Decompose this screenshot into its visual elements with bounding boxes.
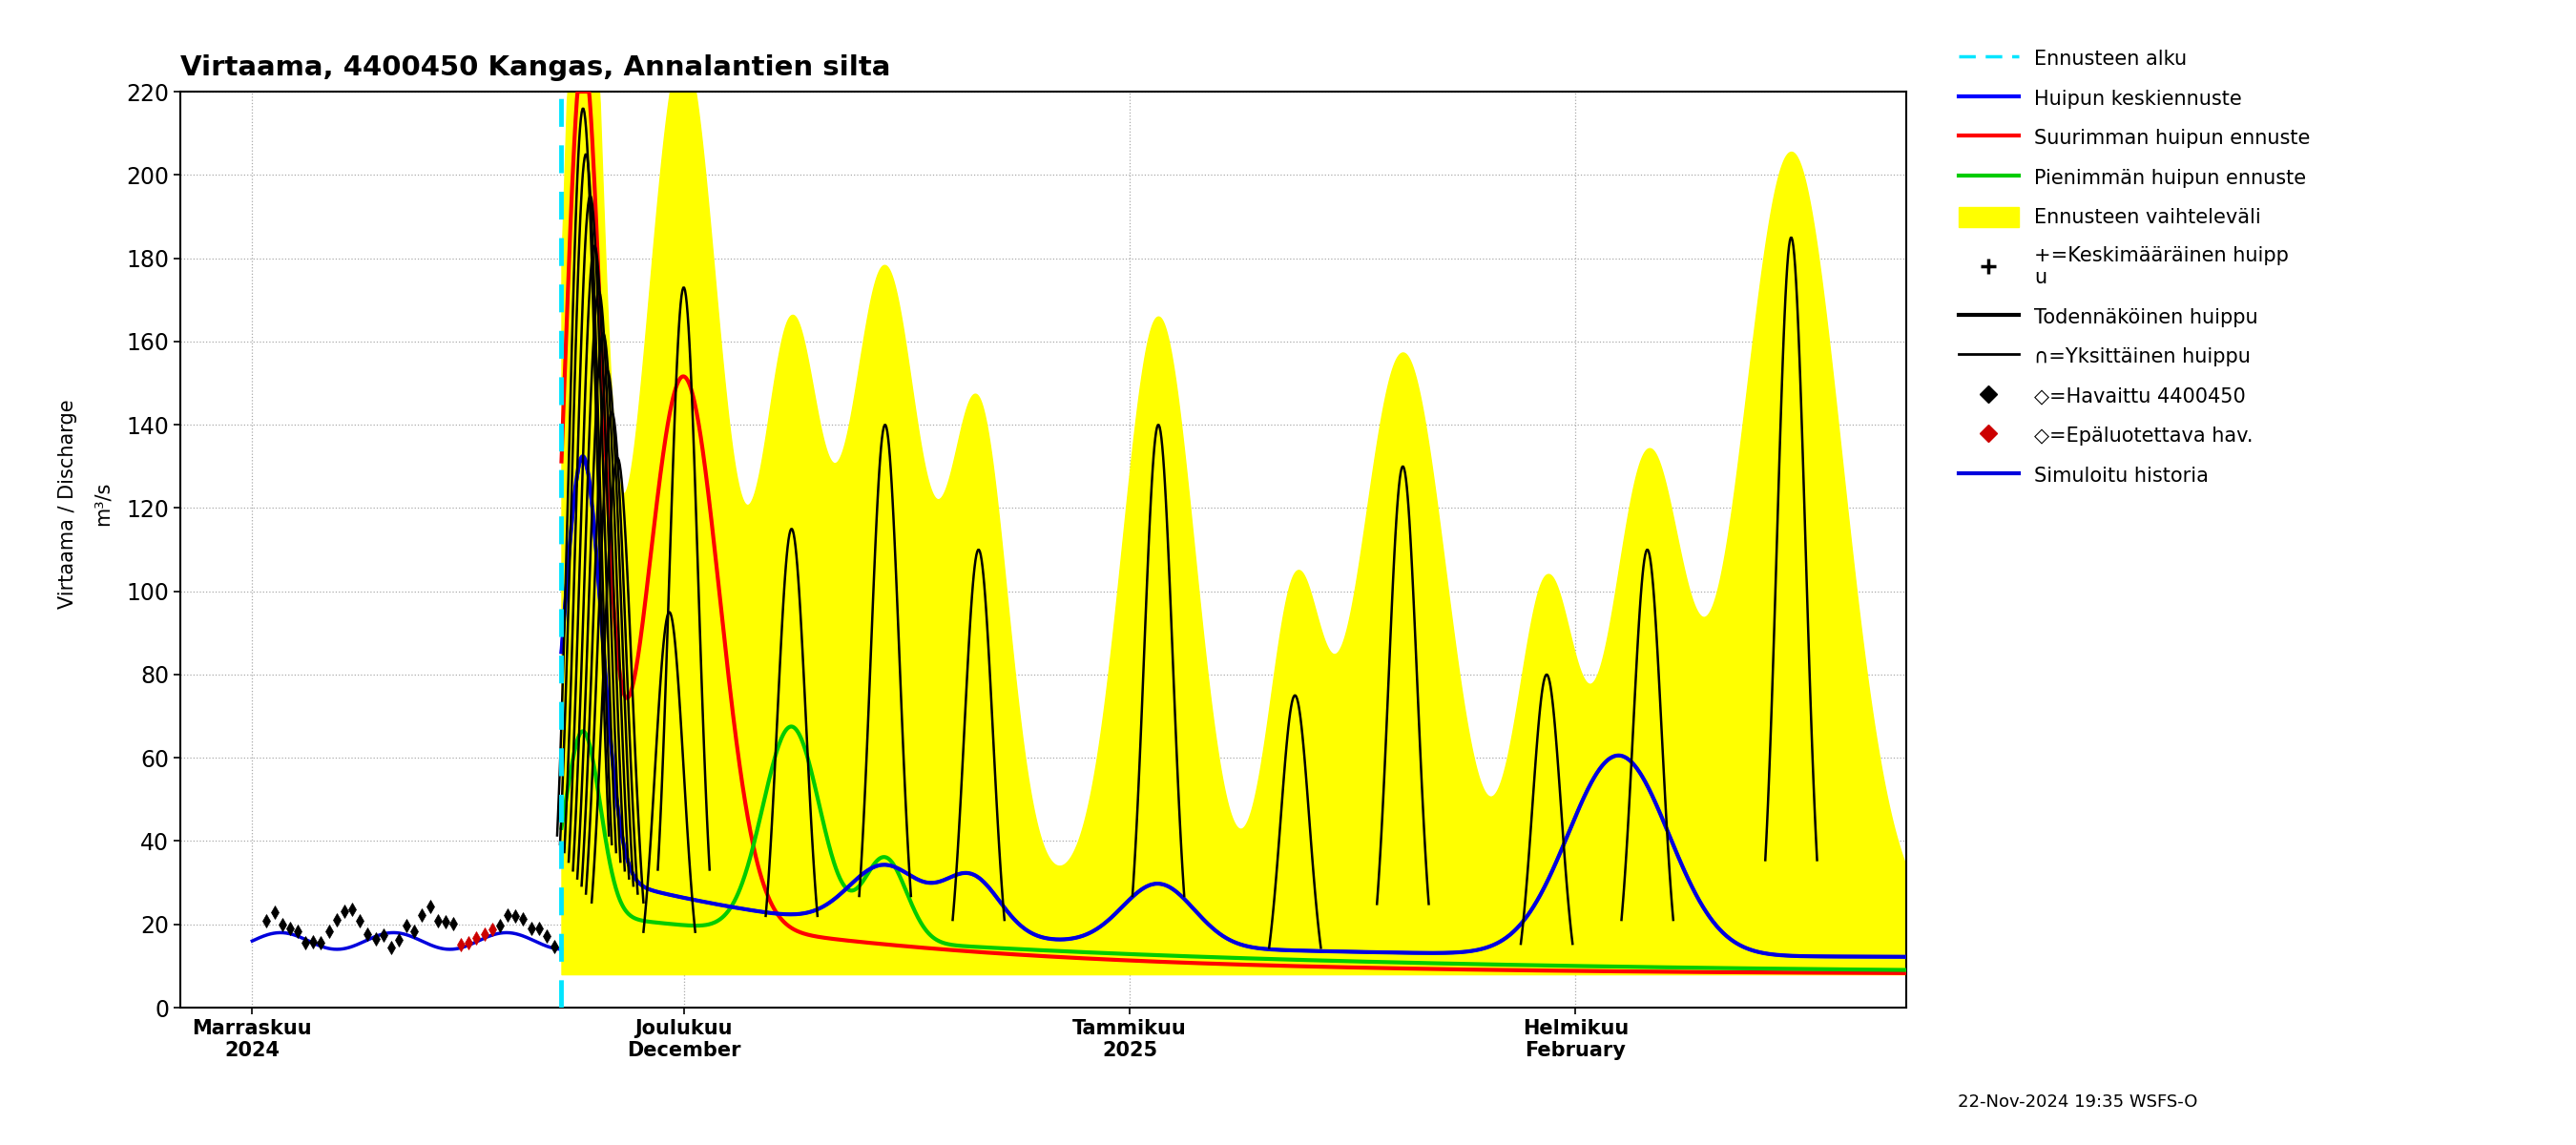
Text: 22-Nov-2024 19:35 WSFS-O: 22-Nov-2024 19:35 WSFS-O (1958, 1093, 2197, 1111)
Legend: Ennusteen alku, Huipun keskiennuste, Suurimman huipun ennuste, Pienimmän huipun : Ennusteen alku, Huipun keskiennuste, Suu… (1955, 45, 2313, 489)
Text: Virtaama / Discharge: Virtaama / Discharge (59, 398, 77, 609)
Text: Virtaama, 4400450 Kangas, Annalantien silta: Virtaama, 4400450 Kangas, Annalantien si… (180, 55, 891, 81)
Text: m³/s: m³/s (93, 482, 113, 526)
